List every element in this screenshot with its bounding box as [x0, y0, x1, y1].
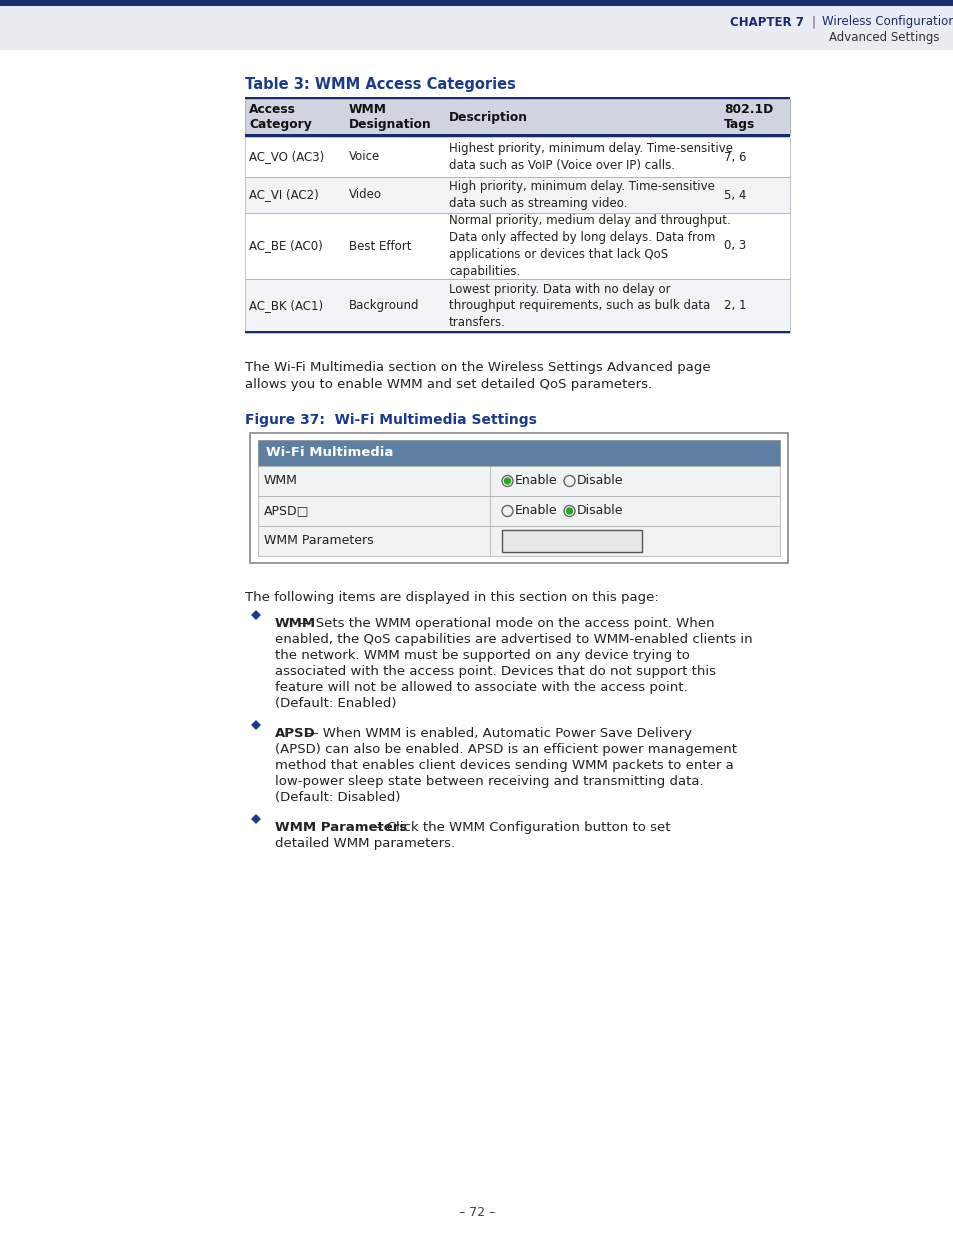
Circle shape [504, 478, 510, 484]
Text: Normal priority, medium delay and throughput.
Data only affected by long delays.: Normal priority, medium delay and throug… [449, 214, 730, 278]
Text: Disable: Disable [577, 474, 623, 488]
Text: APSD: APSD [274, 727, 315, 740]
Circle shape [566, 508, 572, 514]
Text: the network. WMM must be supported on any device trying to: the network. WMM must be supported on an… [274, 650, 689, 662]
Text: 802.1D
Tags: 802.1D Tags [723, 103, 773, 131]
Bar [245, 212, 789, 279]
Text: — Click the WMM Configuration button to set: — Click the WMM Configuration button to … [364, 821, 669, 834]
Text: low-power sleep state between receiving and transmitting data.: low-power sleep state between receiving … [274, 776, 703, 788]
Text: CHAPTER 7: CHAPTER 7 [729, 16, 803, 28]
Text: Enable: Enable [515, 505, 558, 517]
Text: 2, 1: 2, 1 [723, 300, 745, 312]
Text: WMM Parameters: WMM Parameters [274, 821, 407, 834]
Bar [257, 440, 780, 466]
Text: Background: Background [349, 300, 419, 312]
Text: (Default: Disabled): (Default: Disabled) [274, 790, 400, 804]
Bar [245, 331, 789, 333]
Text: WMM Parameters: WMM Parameters [264, 535, 374, 547]
Text: The Wi-Fi Multimedia section on the Wireless Settings Advanced page: The Wi-Fi Multimedia section on the Wire… [245, 361, 710, 374]
Polygon shape [251, 814, 261, 824]
Text: detailed WMM parameters.: detailed WMM parameters. [274, 837, 455, 850]
Polygon shape [251, 610, 261, 620]
Text: WMM: WMM [274, 618, 315, 630]
Bar [245, 99, 789, 135]
Text: Advanced Settings: Advanced Settings [828, 31, 939, 43]
Text: – 72 –: – 72 – [458, 1207, 495, 1219]
Text: Wireless Configuration: Wireless Configuration [821, 16, 953, 28]
Text: feature will not be allowed to associate with the access point.: feature will not be allowed to associate… [274, 680, 687, 694]
Text: Lowest priority. Data with no delay or
throughput requirements, such as bulk dat: Lowest priority. Data with no delay or t… [449, 283, 709, 330]
Text: WMM
Designation: WMM Designation [349, 103, 432, 131]
Bar [0, 0, 953, 49]
Text: Enable: Enable [515, 474, 558, 488]
Text: 0, 3: 0, 3 [723, 240, 745, 252]
Bar [257, 526, 780, 556]
Text: (Default: Enabled): (Default: Enabled) [274, 697, 396, 710]
Bar [501, 530, 641, 552]
Text: enabled, the QoS capabilities are advertised to WMM-enabled clients in: enabled, the QoS capabilities are advert… [274, 634, 752, 646]
Text: AC_BK (AC1): AC_BK (AC1) [249, 300, 323, 312]
Text: The following items are displayed in this section on this page:: The following items are displayed in thi… [245, 592, 659, 604]
Text: Video: Video [349, 189, 381, 201]
Bar [245, 137, 789, 177]
Text: AC_VI (AC2): AC_VI (AC2) [249, 189, 318, 201]
Polygon shape [251, 720, 261, 730]
Text: — When WMM is enabled, Automatic Power Save Delivery: — When WMM is enabled, Automatic Power S… [300, 727, 691, 740]
Text: Voice: Voice [349, 151, 380, 163]
Text: Figure 37:  Wi-Fi Multimedia Settings: Figure 37: Wi-Fi Multimedia Settings [245, 412, 537, 427]
Bar [257, 496, 780, 526]
Text: Highest priority, minimum delay. Time-sensitive
data such as VoIP (Voice over IP: Highest priority, minimum delay. Time-se… [449, 142, 732, 172]
Bar [245, 177, 789, 212]
Text: — Sets the WMM operational mode on the access point. When: — Sets the WMM operational mode on the a… [294, 618, 714, 630]
Text: AC_BE (AC0): AC_BE (AC0) [249, 240, 322, 252]
Text: Wi-Fi Multimedia: Wi-Fi Multimedia [266, 447, 393, 459]
Text: High priority, minimum delay. Time-sensitive
data such as streaming video.: High priority, minimum delay. Time-sensi… [449, 180, 714, 210]
Text: Description: Description [449, 110, 527, 124]
Text: WMM: WMM [264, 474, 297, 488]
Text: associated with the access point. Devices that do not support this: associated with the access point. Device… [274, 664, 716, 678]
Text: Best Effort: Best Effort [349, 240, 411, 252]
Text: AC_VO (AC3): AC_VO (AC3) [249, 151, 324, 163]
Text: 7, 6: 7, 6 [723, 151, 745, 163]
Bar [245, 135, 789, 137]
Text: 5, 4: 5, 4 [723, 189, 745, 201]
Bar [245, 96, 789, 99]
Bar [0, 0, 953, 6]
Text: Disable: Disable [577, 505, 623, 517]
Text: Access
Category: Access Category [249, 103, 312, 131]
Text: allows you to enable WMM and set detailed QoS parameters.: allows you to enable WMM and set detaile… [245, 378, 652, 391]
Text: method that enables client devices sending WMM packets to enter a: method that enables client devices sendi… [274, 760, 733, 772]
Text: |: | [811, 16, 815, 28]
Text: (APSD) can also be enabled. APSD is an efficient power management: (APSD) can also be enabled. APSD is an e… [274, 743, 737, 756]
Text: APSD□: APSD□ [264, 505, 309, 517]
Bar [245, 279, 789, 333]
Text: Table 3: WMM Access Categories: Table 3: WMM Access Categories [245, 77, 516, 91]
Bar [250, 433, 787, 563]
Text: WMM Configuration: WMM Configuration [502, 535, 640, 547]
Bar [257, 466, 780, 496]
